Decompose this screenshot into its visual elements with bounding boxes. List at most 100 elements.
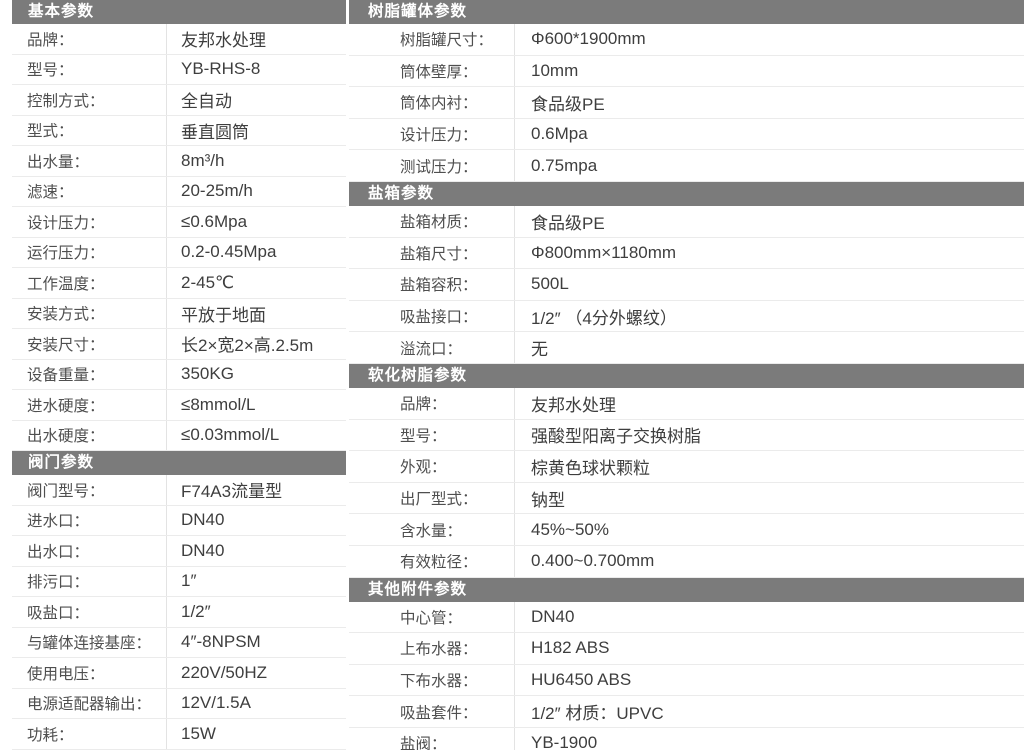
spec-label: 进水硬度： xyxy=(12,390,167,420)
spec-row: 出水口： DN40 xyxy=(12,536,346,567)
spec-row: 中心管： DN40 xyxy=(349,601,1024,634)
spec-value: 强酸型阳离子交换树脂 xyxy=(531,427,701,447)
spec-row: 树脂罐尺寸： Φ600*1900mm xyxy=(349,24,1024,56)
spec-row: 筒体内衬： 食品级PE xyxy=(349,87,1024,119)
spec-row: 吸盐接口： 1/2″ （4分外螺纹） xyxy=(349,300,1024,333)
spec-label: 运行压力： xyxy=(12,237,167,267)
spec-label: 型号： xyxy=(12,54,167,84)
spec-label: 控制方式： xyxy=(12,85,167,115)
spec-row: 进水口： DN40 xyxy=(12,505,346,536)
spec-value: 长2×宽2×高.2.5m xyxy=(181,336,314,356)
spec-row: 溢流口： 无 xyxy=(349,332,1024,364)
spec-table-left: 基本参数 品牌： 友邦水处理 型号： YB-RHS-8 控制方式： 全自动 型式： 垂直圆筒 出水… xyxy=(12,0,346,750)
section-title: 软化树脂参数 xyxy=(349,363,1024,388)
spec-row: 滤速： 20-25m/h xyxy=(12,176,346,207)
spec-value: H182 ABS xyxy=(531,638,610,658)
spec-value: 4″-8NPSM xyxy=(181,632,261,652)
spec-row: 设备重量： 350KG xyxy=(12,359,346,390)
spec-value: YB-RHS-8 xyxy=(181,59,261,79)
spec-row: 盐箱材质： 食品级PE xyxy=(349,205,1024,238)
spec-row: 型号： 强酸型阳离子交换树脂 xyxy=(349,419,1024,452)
spec-row: 盐箱尺寸： Φ800mm×1180mm xyxy=(349,237,1024,270)
spec-value: 20-25m/h xyxy=(181,181,253,201)
spec-row: 进水硬度： ≤8mmol/L xyxy=(12,390,346,421)
section-title: 阀门参数 xyxy=(12,451,346,475)
spec-value: 45%~50% xyxy=(531,519,609,539)
spec-label: 品牌： xyxy=(12,24,167,54)
spec-value: 1/2″ xyxy=(181,601,211,621)
spec-row: 功耗： 15W xyxy=(12,719,346,750)
spec-label: 滤速： xyxy=(12,176,167,206)
spec-label: 安装方式： xyxy=(12,298,167,328)
spec-row: 设计压力： ≤0.6Mpa xyxy=(12,207,346,238)
spec-value: 0.75mpa xyxy=(531,155,598,175)
spec-label: 吸盐口： xyxy=(12,597,167,627)
spec-value: ≤0.03mmol/L xyxy=(181,425,280,445)
spec-value: ≤8mmol/L xyxy=(181,394,256,414)
spec-value: HU6450 ABS xyxy=(531,669,632,689)
spec-label: 盐箱材质： xyxy=(349,205,515,237)
spec-row: 电源适配器输出： 12V/1.5A xyxy=(12,688,346,719)
spec-value: YB-1900 xyxy=(531,733,598,750)
spec-label: 排污口： xyxy=(12,566,167,596)
spec-value: 全自动 xyxy=(181,92,232,112)
spec-row: 运行压力： 0.2-0.45Mpa xyxy=(12,237,346,268)
spec-label: 盐箱容积： xyxy=(349,269,515,300)
spec-value: 220V/50HZ xyxy=(181,662,267,682)
spec-value: 1/2″ 材质：UPVC xyxy=(531,704,664,724)
spec-label: 树脂罐尺寸： xyxy=(349,24,515,55)
spec-value: 0.2-0.45Mpa xyxy=(181,242,277,262)
spec-row: 出水量： 8m³/h xyxy=(12,146,346,177)
spec-label: 上布水器： xyxy=(349,633,515,664)
spec-label: 进水口： xyxy=(12,505,167,535)
spec-value: 0.6Mpa xyxy=(531,124,588,144)
spec-row: 型号： YB-RHS-8 xyxy=(12,54,346,85)
spec-value: 友邦水处理 xyxy=(531,395,616,415)
spec-value: 无 xyxy=(531,340,548,360)
section-title: 基本参数 xyxy=(12,0,346,24)
spec-value: DN40 xyxy=(181,540,225,560)
spec-label: 外观： xyxy=(349,451,515,482)
spec-row: 出厂型式： 钠型 xyxy=(349,482,1024,515)
spec-label: 溢流口： xyxy=(349,332,515,363)
spec-row: 品牌： 友邦水处理 xyxy=(12,24,346,55)
spec-label: 与罐体连接基座： xyxy=(12,627,167,657)
spec-label: 吸盐接口： xyxy=(349,300,515,332)
spec-label: 出水硬度： xyxy=(12,420,167,450)
spec-row: 使用电压： 220V/50HZ xyxy=(12,658,346,689)
spec-label: 出水量： xyxy=(12,146,167,176)
spec-row: 外观： 棕黄色球状颗粒 xyxy=(349,451,1024,483)
spec-row: 含水量： 45%~50% xyxy=(349,514,1024,546)
spec-row: 出水硬度： ≤0.03mmol/L xyxy=(12,420,346,451)
spec-row: 品牌： 友邦水处理 xyxy=(349,387,1024,420)
spec-value: 垂直圆筒 xyxy=(181,122,249,142)
spec-label: 含水量： xyxy=(349,514,515,545)
spec-row: 上布水器： H182 ABS xyxy=(349,633,1024,665)
spec-row: 安装尺寸： 长2×宽2×高.2.5m xyxy=(12,329,346,360)
spec-label: 设计压力： xyxy=(12,207,167,237)
spec-value: 1/2″ （4分外螺纹） xyxy=(531,308,677,328)
spec-label: 型号： xyxy=(349,419,515,451)
spec-row: 与罐体连接基座： 4″-8NPSM xyxy=(12,627,346,658)
spec-row: 盐箱容积： 500L xyxy=(349,269,1024,301)
section-title: 其他附件参数 xyxy=(349,577,1024,602)
spec-label: 工作温度： xyxy=(12,268,167,298)
spec-value: 钠型 xyxy=(531,490,565,510)
spec-label: 出厂型式： xyxy=(349,482,515,514)
spec-label: 筒体壁厚： xyxy=(349,55,515,87)
spec-label: 下布水器： xyxy=(349,664,515,696)
spec-value: 1″ xyxy=(181,571,197,591)
spec-row: 控制方式： 全自动 xyxy=(12,85,346,116)
spec-label: 功耗： xyxy=(12,719,167,749)
spec-value: 2-45℃ xyxy=(181,272,235,292)
spec-label: 品牌： xyxy=(349,387,515,419)
spec-value: 8m³/h xyxy=(181,150,225,170)
spec-label: 盐阀： xyxy=(349,727,515,750)
spec-value: 12V/1.5A xyxy=(181,693,251,713)
spec-row: 吸盐口： 1/2″ xyxy=(12,597,346,628)
spec-label: 吸盐套件： xyxy=(349,696,515,727)
spec-label: 盐箱尺寸： xyxy=(349,237,515,269)
spec-value: 350KG xyxy=(181,364,234,384)
spec-label: 安装尺寸： xyxy=(12,329,167,359)
spec-label: 测试压力： xyxy=(349,150,515,181)
